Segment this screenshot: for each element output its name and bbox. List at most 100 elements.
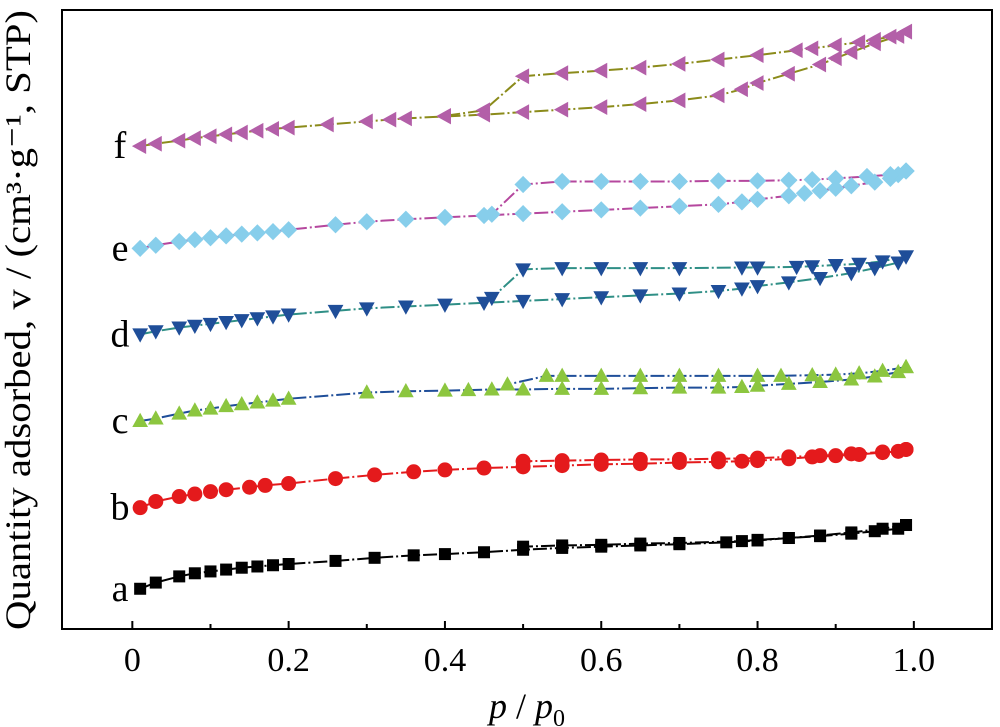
data-point [397, 110, 412, 127]
data-point [710, 379, 727, 394]
data-point [515, 294, 531, 310]
data-point [866, 31, 881, 48]
data-point [827, 179, 845, 197]
data-point [592, 172, 610, 191]
data-point [632, 262, 649, 277]
data-point [749, 47, 764, 64]
data-point [367, 467, 383, 483]
data-point [592, 99, 608, 116]
data-point [147, 135, 162, 152]
series-d [132, 250, 914, 343]
data-point [811, 56, 827, 73]
data-point [171, 405, 188, 420]
data-point [827, 259, 844, 274]
data-point [858, 167, 876, 186]
x-tick-label: 0.8 [736, 642, 779, 679]
data-point [748, 172, 767, 190]
data-point [173, 570, 186, 583]
x-axis-title: p / p0 [486, 686, 565, 727]
data-point [710, 285, 727, 300]
curve-label-c: c [112, 400, 129, 442]
data-point [804, 260, 821, 275]
data-point [710, 87, 725, 104]
data-point [170, 132, 186, 149]
data-point [171, 321, 188, 336]
data-point [438, 548, 451, 561]
data-point [553, 101, 569, 118]
data-point [220, 563, 233, 576]
data-point [554, 367, 571, 382]
data-point [670, 172, 689, 191]
data-point [556, 539, 569, 552]
data-point [710, 367, 727, 382]
data-point [483, 381, 500, 396]
data-point [554, 262, 571, 277]
curve-labels: ab c d e f [111, 125, 130, 610]
data-point [132, 328, 149, 343]
data-point [327, 304, 344, 320]
data-point [483, 205, 501, 223]
data-point [437, 462, 453, 478]
data-point [671, 262, 688, 277]
series-c [132, 358, 914, 428]
data-point [436, 208, 454, 226]
data-point [553, 65, 569, 82]
data-point [734, 261, 750, 276]
series-layer [131, 23, 915, 595]
data-point [131, 138, 147, 155]
data-point [710, 451, 726, 467]
x-axis-tick-labels: 0 0.2 0.4 0.6 0.8 1.0 [124, 642, 935, 679]
data-point [595, 538, 608, 551]
data-point [734, 282, 750, 297]
data-point [634, 537, 647, 550]
data-point [475, 102, 491, 119]
data-point [538, 367, 555, 382]
data-point [483, 291, 500, 307]
data-point [188, 567, 201, 580]
data-point [249, 394, 266, 409]
data-point [265, 310, 281, 325]
x-tick-label: 0.6 [580, 642, 623, 679]
data-point [804, 40, 819, 57]
data-point [749, 261, 766, 276]
data-point [632, 96, 647, 112]
data-point [593, 291, 610, 306]
data-point [773, 367, 789, 382]
data-point [632, 59, 647, 76]
curve-label-d: d [111, 313, 130, 355]
data-point [147, 410, 164, 425]
data-point [499, 376, 516, 391]
data-point [593, 367, 610, 382]
data-point [437, 298, 453, 313]
data-point [478, 546, 491, 559]
data-point [720, 536, 733, 549]
data-point [845, 526, 858, 539]
data-point [171, 489, 187, 505]
data-point [217, 126, 233, 143]
data-point [476, 460, 492, 476]
data-point [201, 229, 220, 247]
series-a [134, 519, 913, 595]
data-point [631, 199, 649, 217]
x-tick-label: 0.2 [267, 642, 310, 679]
data-point [734, 453, 750, 469]
data-point [780, 65, 795, 82]
data-point [632, 379, 649, 395]
data-point [593, 452, 609, 468]
data-point [632, 289, 649, 304]
data-point [632, 367, 649, 382]
data-point [248, 224, 267, 242]
data-point [890, 363, 907, 379]
data-point [827, 169, 845, 187]
data-point [147, 325, 164, 340]
data-point [186, 130, 201, 147]
data-point [554, 380, 571, 395]
data-point [437, 382, 453, 397]
data-point [267, 559, 280, 572]
data-point [780, 276, 797, 291]
data-point [898, 441, 914, 457]
data-point [406, 464, 422, 480]
x-tick-label: 1.0 [893, 642, 936, 679]
data-point [514, 205, 532, 223]
